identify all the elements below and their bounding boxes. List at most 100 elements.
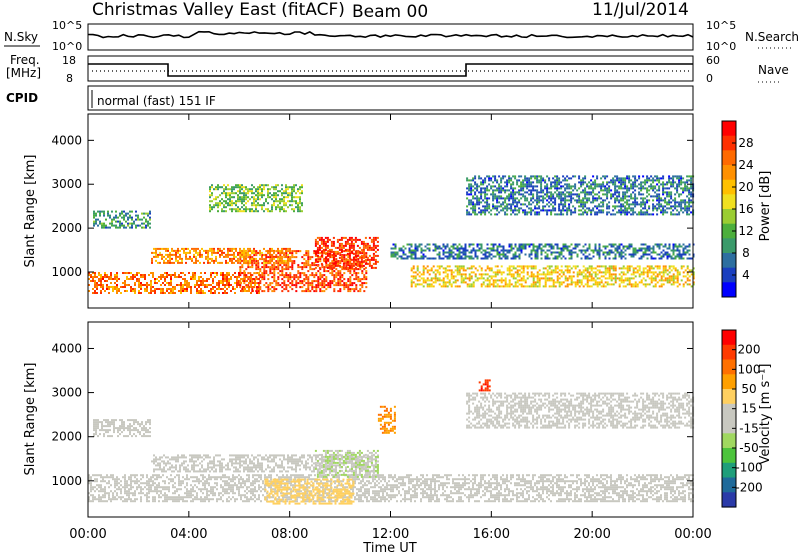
heatmap-cell — [209, 257, 211, 260]
heatmap-cell — [269, 256, 272, 259]
heatmap-cell — [468, 203, 471, 206]
heatmap-cell — [215, 204, 217, 207]
heatmap-cell — [336, 252, 339, 255]
heatmap-cell — [684, 185, 687, 188]
heatmap-cell — [374, 238, 377, 241]
heatmap-cell — [654, 175, 657, 178]
heatmap-cell — [568, 185, 571, 188]
heatmap-cell — [502, 271, 505, 274]
heatmap-cell — [227, 255, 229, 258]
heatmap-cell — [626, 213, 629, 216]
heatmap-cell — [550, 209, 553, 212]
heatmap-cell — [506, 255, 509, 258]
heatmap-cell — [476, 257, 479, 260]
heatmap-cell — [220, 288, 222, 290]
heatmap-cell — [365, 256, 368, 259]
heatmap-cell — [614, 185, 617, 188]
heatmap-cell — [314, 250, 317, 253]
heatmap-cell — [221, 251, 223, 254]
heatmap-cell — [99, 210, 101, 213]
heatmap-cell — [554, 285, 557, 288]
heatmap-cell — [446, 275, 449, 278]
heatmap-cell — [116, 278, 118, 280]
heatmap-cell — [154, 280, 156, 282]
heatmap-cell — [211, 208, 213, 211]
heatmap-cell — [658, 185, 661, 188]
heatmap-cell — [692, 277, 695, 280]
heatmap-cell — [352, 244, 355, 247]
heatmap-cell — [624, 209, 627, 212]
heatmap-cell — [562, 179, 565, 182]
heatmap-cell — [320, 240, 323, 243]
heatmap-cell — [592, 277, 595, 280]
heatmap-cell — [390, 247, 393, 250]
heatmap-cell — [402, 251, 405, 254]
heatmap-cell — [658, 201, 661, 204]
heatmap-cell — [480, 177, 483, 180]
heatmap-cell — [684, 275, 687, 278]
heatmap-cell — [508, 283, 511, 286]
heatmap-cell — [618, 205, 621, 208]
heatmap-cell — [552, 195, 555, 198]
heatmap-cell — [219, 249, 221, 252]
heatmap-cell — [255, 194, 257, 197]
heatmap-cell — [348, 260, 351, 263]
heatmap-cell — [161, 247, 163, 250]
heatmap-cell — [614, 247, 617, 250]
heatmap-cell — [624, 245, 627, 248]
heatmap-cell — [353, 272, 356, 275]
heatmap-cell — [237, 206, 239, 209]
heatmap-cell — [108, 288, 110, 290]
heatmap-cell — [281, 257, 283, 260]
heatmap-cell — [626, 211, 629, 214]
heatmap-cell — [554, 207, 557, 210]
heatmap-cell — [562, 191, 565, 194]
heatmap-cell — [678, 181, 681, 184]
heatmap-cell — [638, 213, 641, 216]
heatmap-cell — [580, 279, 583, 282]
heatmap-cell — [394, 247, 397, 250]
heatmap-cell — [508, 267, 511, 270]
heatmap-cell — [600, 187, 603, 190]
heatmap-cell — [662, 181, 665, 184]
heatmap-cell — [542, 285, 545, 288]
heatmap-cell — [688, 175, 691, 178]
heatmap-cell — [614, 189, 617, 192]
heatmap-cell — [326, 266, 329, 269]
heatmap-cell — [686, 245, 689, 248]
heatmap-cell — [482, 257, 485, 260]
heatmap-cell — [410, 245, 413, 248]
heatmap-cell — [596, 211, 599, 214]
heatmap-cell — [235, 255, 237, 258]
heatmap-cell — [317, 252, 320, 255]
heatmap-cell — [289, 274, 292, 277]
heatmap-cell — [221, 202, 223, 205]
heatmap-cell — [225, 194, 227, 197]
heatmap-cell — [232, 288, 234, 290]
heatmap-cell — [488, 177, 491, 180]
heatmap-cell — [175, 259, 177, 262]
heatmap-cell — [273, 280, 276, 283]
heatmap-cell — [352, 238, 355, 241]
heatmap-cell — [646, 275, 649, 278]
heatmap-cell — [285, 249, 287, 252]
heatmap-cell — [263, 253, 265, 256]
heatmap-cell — [189, 255, 191, 258]
heatmap-cell — [604, 281, 607, 284]
heatmap-cell — [548, 205, 551, 208]
heatmap-cell — [253, 247, 255, 250]
heatmap-cell — [616, 197, 619, 200]
heatmap-cell — [110, 276, 112, 278]
heatmap-cell — [171, 247, 173, 250]
heatmap-cell — [564, 245, 567, 248]
heatmap-cell — [269, 253, 271, 256]
heatmap-cell — [504, 197, 507, 200]
heatmap-cell — [676, 277, 679, 280]
heatmap-cell — [258, 274, 260, 276]
heatmap-cell — [196, 288, 198, 290]
heatmap-cell — [498, 257, 501, 260]
heatmap-cell — [458, 269, 461, 272]
heatmap-cell — [558, 183, 561, 186]
heatmap-cell — [217, 251, 219, 254]
heatmap-cell — [208, 278, 210, 280]
